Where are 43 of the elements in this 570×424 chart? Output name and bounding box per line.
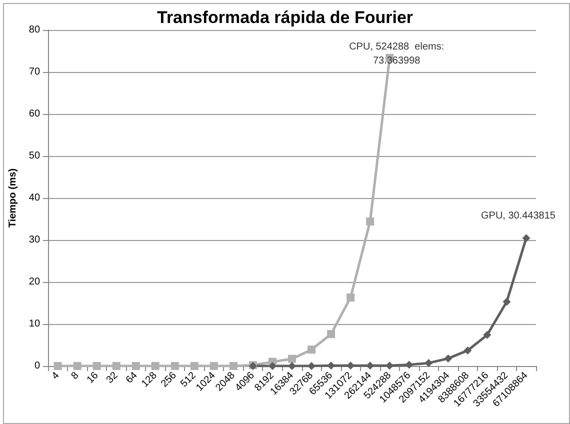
x-tick-label: 256 — [159, 370, 180, 390]
point — [288, 354, 296, 363]
x-tick-label: 128 — [140, 370, 160, 390]
point — [112, 362, 120, 370]
x-tick-label: 16 — [85, 370, 102, 386]
y-tick-label: 50 — [28, 150, 40, 162]
annotation: CPU, 524288 elems: 73.363998 — [349, 41, 444, 66]
y-axis-title: Tiempo (ms) — [8, 168, 18, 228]
point — [424, 359, 433, 368]
point — [483, 330, 492, 339]
point — [308, 346, 316, 354]
x-tick-label: 32 — [104, 370, 121, 386]
point — [464, 346, 472, 354]
point — [132, 362, 140, 370]
y-tick-label: 0 — [34, 360, 40, 372]
point — [444, 354, 452, 362]
point — [190, 362, 198, 370]
x-tick-label: 8 — [69, 370, 82, 382]
y-tick-label: 30 — [28, 234, 40, 246]
y-tick-label: 60 — [28, 108, 40, 120]
y-tick-label: 40 — [28, 192, 40, 204]
y-tick-label: 70 — [28, 66, 40, 78]
point — [210, 362, 218, 370]
point — [327, 330, 336, 338]
y-tick-label: 80 — [28, 24, 40, 36]
point — [405, 360, 414, 369]
point — [151, 362, 160, 370]
annotation: GPU, 30.443815 — [480, 210, 556, 222]
point — [268, 362, 276, 370]
point — [522, 234, 530, 242]
y-tick-label: 20 — [28, 276, 40, 288]
y-tick-label: 10 — [28, 318, 40, 330]
x-tick-label: 4 — [50, 370, 62, 382]
point — [73, 362, 82, 370]
chart-title: Transformada rápida de Fourier — [156, 8, 414, 27]
point — [170, 362, 179, 370]
point — [229, 362, 238, 370]
point — [502, 298, 511, 306]
x-tick-label: 64 — [124, 370, 140, 386]
point — [92, 362, 101, 370]
point — [54, 362, 62, 370]
point — [366, 218, 374, 226]
point — [346, 294, 355, 302]
